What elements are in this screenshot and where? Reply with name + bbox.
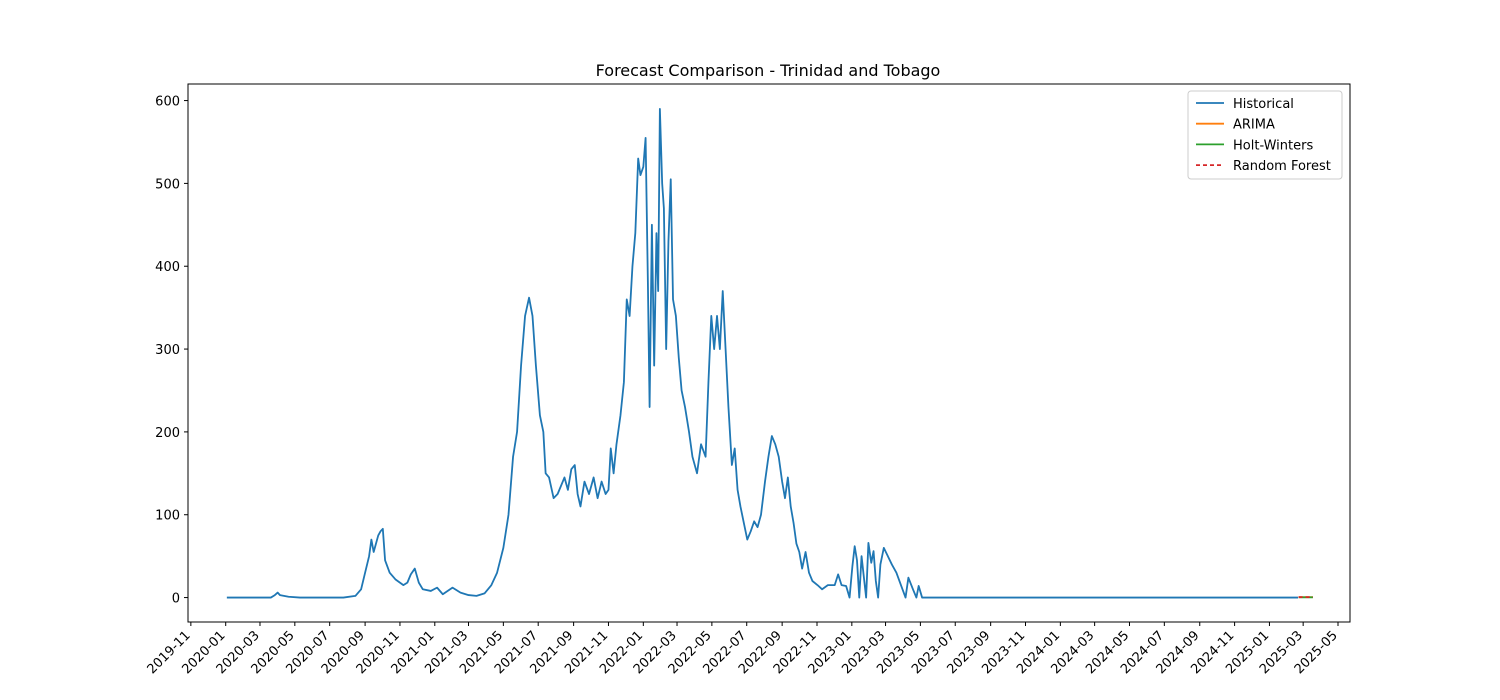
y-tick-label: 400: [155, 260, 180, 275]
y-tick-label: 600: [155, 95, 180, 110]
series-line-0: [226, 107, 1299, 599]
y-tick-label: 200: [155, 426, 180, 441]
axes-frame: [187, 83, 1351, 623]
legend-box: [1187, 90, 1343, 180]
legend-label-3: Random Forest: [1233, 159, 1331, 174]
chart-title: Forecast Comparison - Trinidad and Tobag…: [596, 61, 941, 80]
y-axis: 0 100 200 300 400 500 600: [155, 95, 188, 607]
legend-label-0: Historical: [1233, 97, 1294, 112]
x-axis: 2019-112020-012020-032020-052020-072020-…: [145, 622, 1341, 677]
y-tick-label: 300: [155, 343, 180, 358]
y-tick-label: 500: [155, 177, 180, 192]
y-tick-label: 100: [155, 509, 180, 524]
legend-label-1: ARIMA: [1233, 118, 1275, 133]
legend: Historical ARIMA Holt-Winters Random Forest: [1187, 90, 1343, 180]
y-tick-label: 0: [172, 592, 180, 607]
legend-label-2: Holt-Winters: [1233, 138, 1313, 153]
series-layer: [226, 107, 1313, 599]
